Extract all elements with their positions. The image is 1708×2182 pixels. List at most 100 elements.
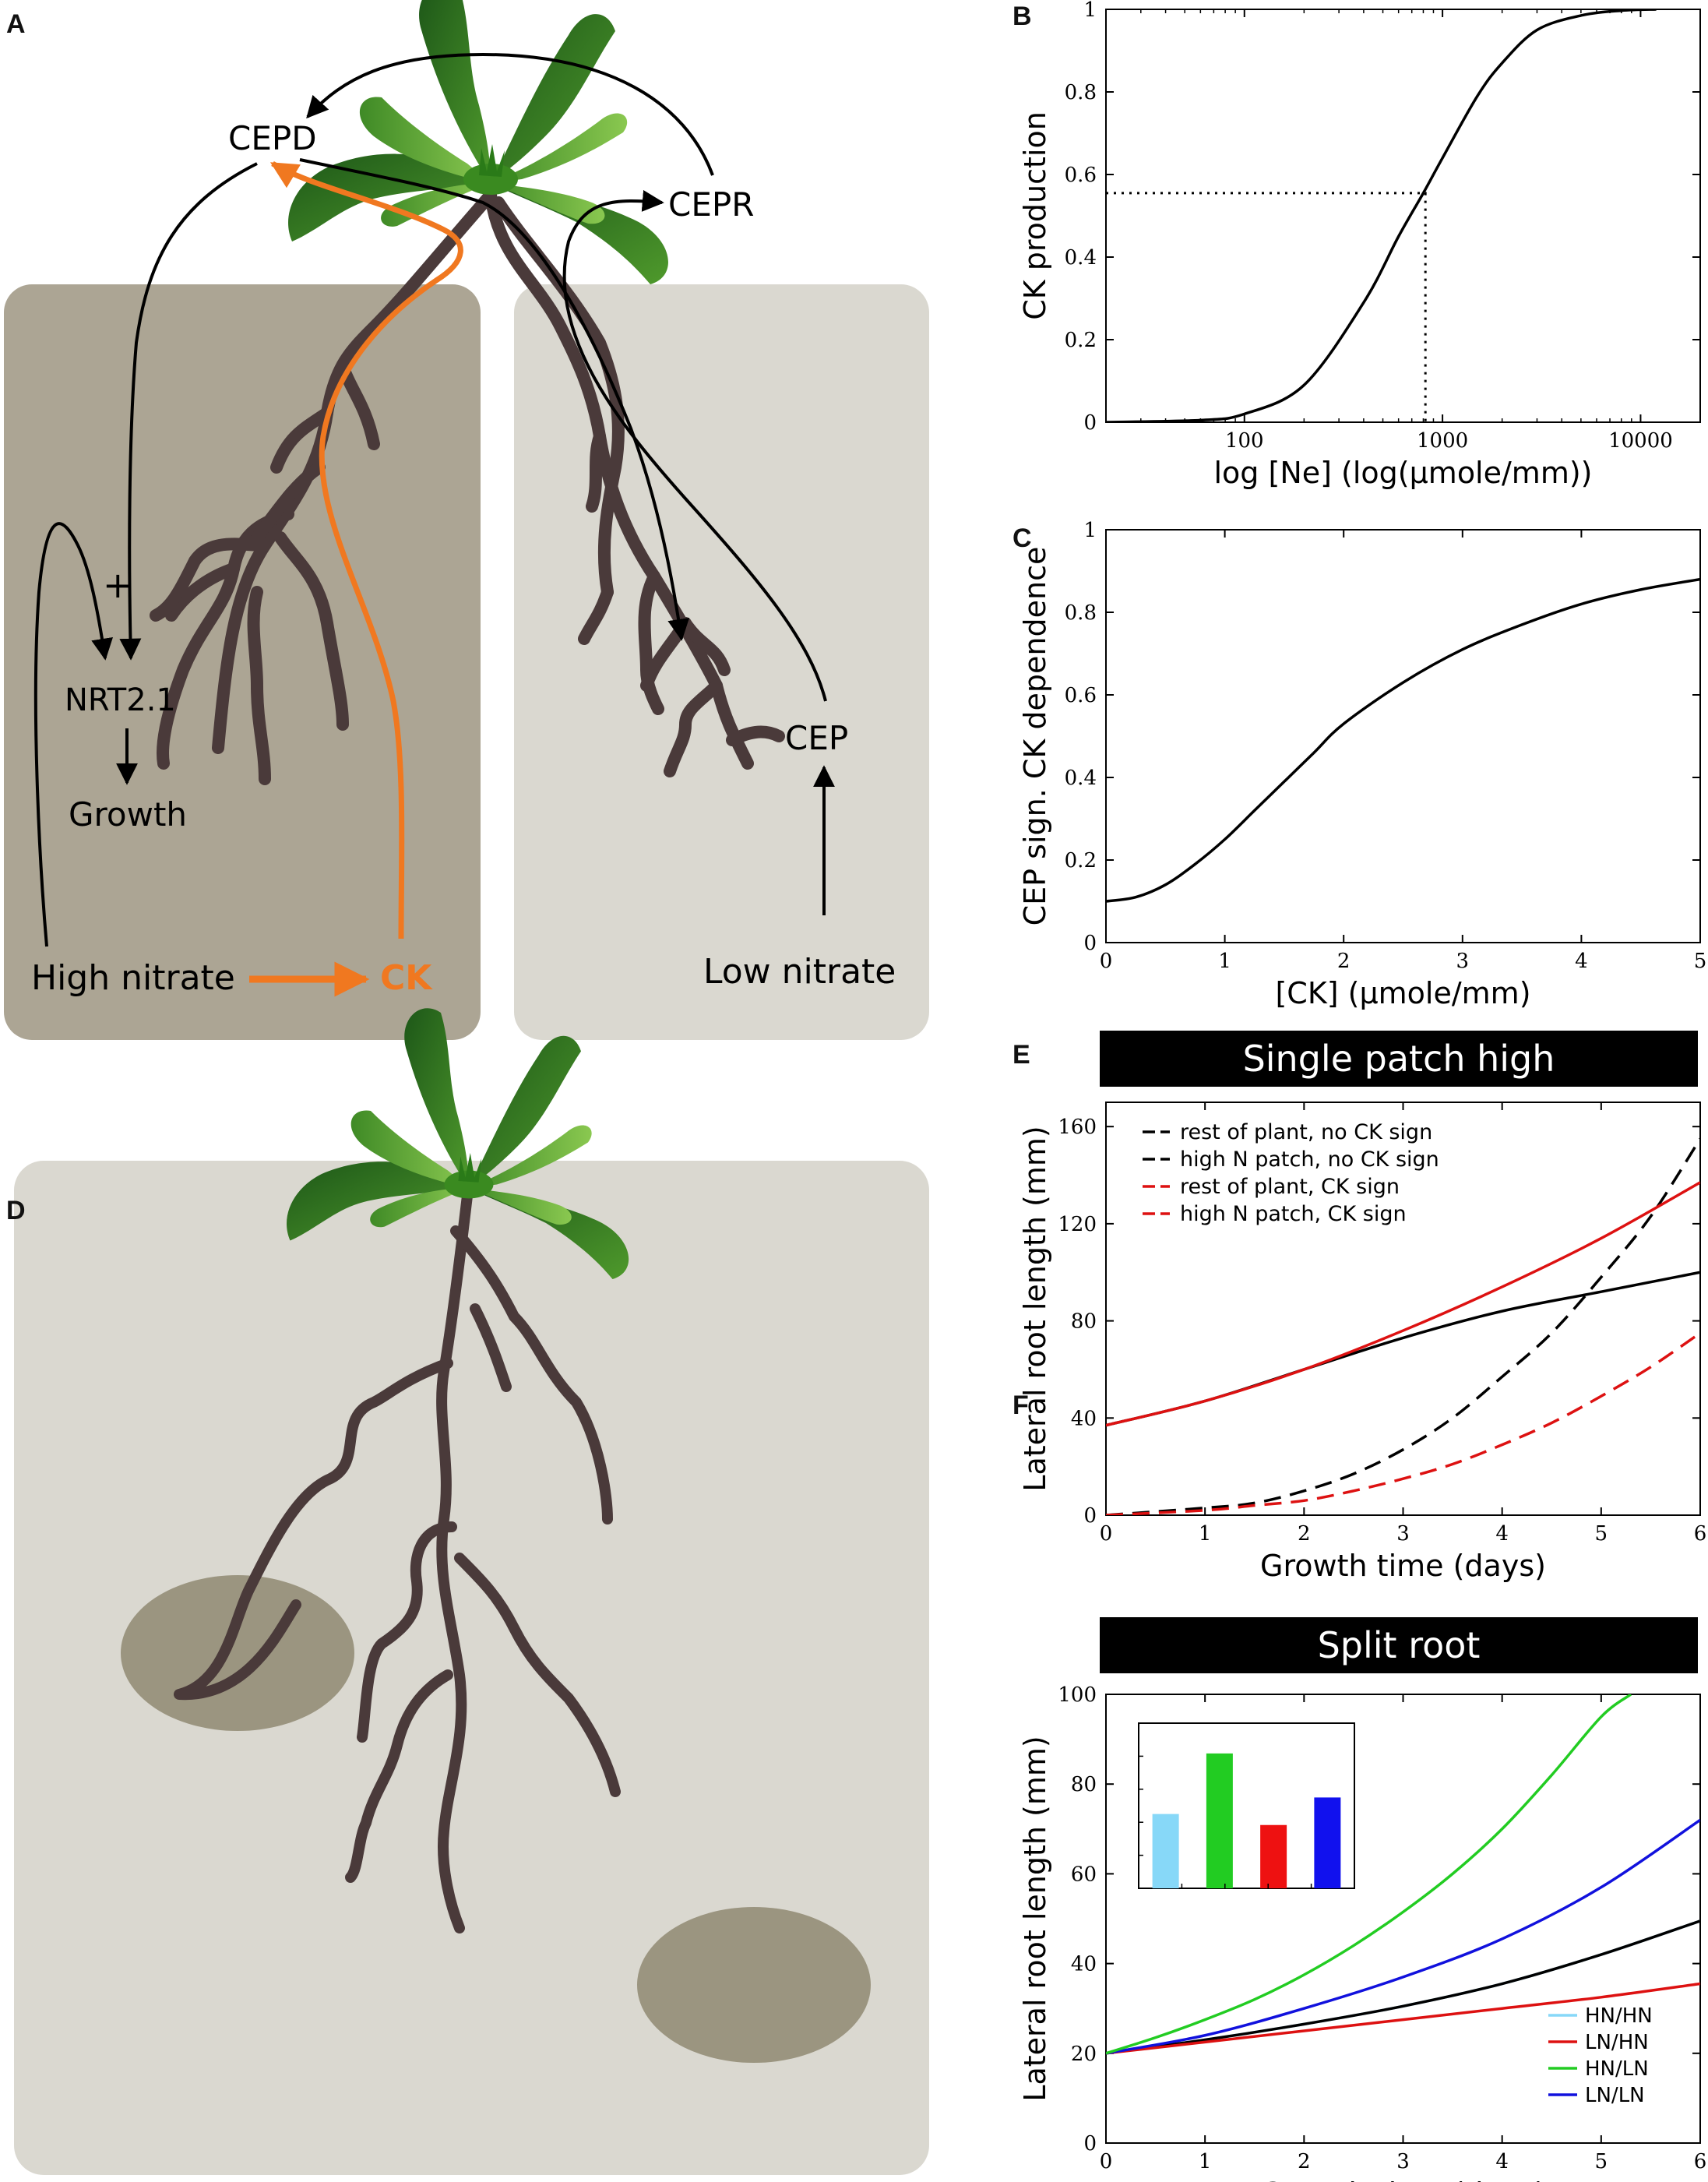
legend-label: HN/LN (1585, 2057, 1649, 2081)
cepd-to-nrt-arrow (119, 162, 258, 661)
high-nitrate-loop-arrow (33, 522, 114, 947)
y-tick-label: 160 (1058, 1116, 1097, 1139)
y-tick-label: 1 (1083, 0, 1097, 22)
y-tick-label: 80 (1071, 1310, 1097, 1334)
x-tick-label: 1000 (1417, 429, 1468, 453)
x-tick-label: 100 (1225, 429, 1264, 453)
panel-d-roots (174, 1190, 621, 1933)
chart-c: 0 1 2 3 4 5 0 0.2 0.4 0.6 0.8 1 [CK] (μmole/mm) CEP s… (1018, 519, 1706, 1010)
x-tick-label: 5 (1595, 2150, 1608, 2173)
x-tick-label: 2 (1298, 1522, 1311, 1546)
series-line-ln-hn (1106, 1982, 1700, 2055)
panel-label-d: D (6, 1196, 26, 1225)
label-nrt21: NRT2.1 (65, 682, 176, 718)
label-plus: + (103, 564, 133, 606)
x-tick-label: 4 (1575, 950, 1588, 973)
panel-label-a: A (6, 9, 26, 39)
dotted-guide (1106, 192, 1427, 422)
inset-bar-ln-hn (1260, 1824, 1287, 1888)
label-high-nitrate: High nitrate (31, 958, 235, 998)
chart-f: Split root0123456020406080100Growth time… (1018, 1617, 1706, 2182)
x-tick-label: 3 (1396, 2150, 1410, 2173)
y-tick-label: 0.4 (1065, 767, 1097, 790)
chart-b: 100 1000 10000 0 0.2 0.4 0.6 0.8 1 log [Ne] (log(… (1018, 0, 1701, 490)
x-tick-label: 3 (1396, 1522, 1410, 1546)
y-tick-label: 20 (1071, 2043, 1097, 2066)
panel-label-b: B (1012, 2, 1032, 31)
y-axis-label: Lateral root length (mm) (1018, 1736, 1052, 2101)
label-cepr: CEPR (668, 185, 754, 224)
chart-e: Single patch high 0 1 2 3 4 5 6 0 40 80 120 160 Growt… (1018, 1031, 1706, 1583)
y-tick-label: 40 (1071, 1953, 1097, 1976)
ck-transport-arrow (269, 160, 463, 939)
x-tick-label: 5 (1694, 950, 1707, 973)
series-line-high-n-patch-ck-sign (1106, 1331, 1700, 1515)
y-tick-label: 0 (1083, 2132, 1097, 2156)
panel-label-c: C (1012, 523, 1032, 553)
cepr-to-cepd-arrow (306, 52, 714, 176)
plant-shoot (288, 0, 668, 284)
legend-label: high N patch, CK sign (1180, 1202, 1407, 1226)
x-tick-label: 6 (1694, 1522, 1707, 1546)
label-low-nitrate: Low nitrate (703, 952, 896, 992)
x-tick-label: 3 (1456, 950, 1470, 973)
plot-frame (1105, 529, 1701, 943)
chart-title-bar (1100, 1031, 1698, 1087)
series-line-rest-of-plant-ck-sign (1106, 1181, 1700, 1427)
y-axis-label: CK production (1018, 111, 1052, 320)
y-tick-label: 60 (1071, 1863, 1097, 1886)
inset-bar-hn-hn (1152, 1814, 1179, 1888)
y-axis-label: CEP sign. CK dependence (1018, 547, 1052, 926)
y-tick-label: 0 (1083, 411, 1097, 435)
y-tick-label: 0.8 (1065, 601, 1097, 625)
chart-title-bar (1100, 1617, 1698, 1673)
y-tick-label: 40 (1071, 1407, 1097, 1430)
x-tick-label: 10000 (1608, 429, 1673, 453)
inset-bar-ln-ln (1314, 1797, 1341, 1888)
y-tick-label: 1 (1083, 519, 1097, 542)
y-tick-label: 0.2 (1065, 849, 1097, 872)
x-tick-label: 6 (1694, 2150, 1707, 2173)
x-tick-label: 0 (1100, 2150, 1113, 2173)
legend-label: LN/LN (1585, 2084, 1645, 2107)
x-tick-label: 2 (1298, 2150, 1311, 2173)
legend-label: rest of plant, no CK sign (1180, 1120, 1432, 1144)
y-tick-label: 80 (1071, 1773, 1097, 1796)
x-tick-label: 0 (1100, 950, 1113, 973)
x-tick-label: 1 (1199, 1522, 1212, 1546)
x-tick-label: 4 (1495, 1522, 1509, 1546)
inset-bar-hn-ln (1206, 1753, 1233, 1888)
panel-label-e: E (1012, 1040, 1030, 1070)
y-tick-label: 0.6 (1065, 164, 1097, 187)
x-tick-label: 2 (1337, 950, 1351, 973)
series-line (1106, 577, 1700, 903)
series-line (1106, 9, 1657, 422)
panel-a-diagram: CEPD CEPR + NRT2.1 Growth High nitrate C… (4, 0, 929, 1040)
legend-label: HN/HN (1585, 2004, 1653, 2028)
x-tick-label: 1 (1199, 2150, 1212, 2173)
panel-d-diagram (14, 1008, 929, 2175)
chart-title: Split root (1318, 1624, 1481, 1666)
y-tick-label: 0.2 (1065, 329, 1097, 352)
y-axis-label: Lateral root length (mm) (1018, 1126, 1052, 1491)
x-axis-label: log [Ne] (log(μmole/mm)) (1214, 456, 1593, 490)
nitrate-patch-2 (637, 1907, 871, 2063)
x-tick-label: 0 (1100, 1522, 1113, 1546)
panel-label-f: F (1012, 1391, 1029, 1420)
x-tick-label: 4 (1495, 2150, 1509, 2173)
series-line (1106, 1919, 1700, 2055)
y-tick-label: 0.8 (1065, 81, 1097, 104)
y-tick-label: 0 (1083, 1504, 1097, 1528)
high-nitrate-soil (4, 284, 481, 1040)
legend-label: LN/HN (1585, 2031, 1649, 2054)
y-tick-label: 120 (1058, 1213, 1097, 1236)
cep-to-cepr-arrow (562, 189, 827, 702)
label-ck: CK (380, 958, 433, 998)
series-line-hn-ln (1106, 1694, 1632, 2055)
x-axis-label: Growth time (days) (1260, 1549, 1546, 1583)
x-axis-label: Growth time (days) (1260, 2177, 1546, 2182)
y-tick-label: 0 (1083, 932, 1097, 955)
plot-frame (1105, 9, 1701, 423)
label-cepd: CEPD (228, 119, 317, 157)
